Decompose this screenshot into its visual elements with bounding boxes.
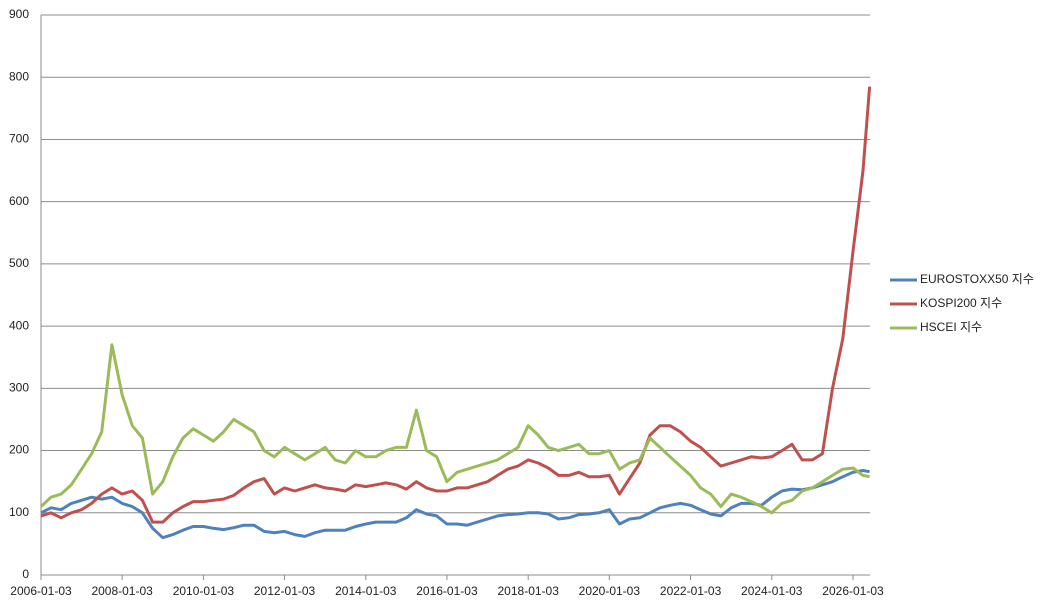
x-tick-label: 2020-01-03	[579, 584, 641, 598]
x-tick-label: 2026-01-03	[822, 584, 884, 598]
y-tick-label: 300	[9, 381, 29, 395]
series-line	[40, 86, 872, 524]
y-tick-label: 200	[9, 443, 29, 457]
x-tick-label: 2016-01-03	[416, 584, 478, 598]
x-tick-label: 2012-01-03	[254, 584, 316, 598]
legend-label: HSCEI 지수	[920, 320, 982, 334]
y-tick-label: 100	[9, 505, 29, 519]
y-tick-label: 700	[9, 132, 29, 146]
x-tick-label: 2010-01-03	[173, 584, 235, 598]
y-tick-label: 0	[22, 567, 29, 581]
series-line	[39, 343, 870, 515]
x-tick-label: 2024-01-03	[741, 584, 803, 598]
x-tick-label: 2006-01-03	[10, 584, 72, 598]
x-tick-label: 2014-01-03	[335, 584, 397, 598]
y-tick-label: 900	[9, 7, 29, 21]
legend-label: KOSPI200 지수	[920, 296, 1002, 310]
legend-label: EUROSTOXX50 지수	[920, 272, 1034, 286]
x-tick-label: 2008-01-03	[91, 584, 153, 598]
y-tick-label: 400	[9, 318, 29, 332]
x-tick-label: 2022-01-03	[660, 584, 722, 598]
series-line	[40, 469, 870, 540]
x-tick-label: 2018-01-03	[498, 584, 560, 598]
y-tick-label: 600	[9, 194, 29, 208]
y-tick-label: 500	[9, 256, 29, 270]
y-tick-label: 800	[9, 69, 29, 83]
